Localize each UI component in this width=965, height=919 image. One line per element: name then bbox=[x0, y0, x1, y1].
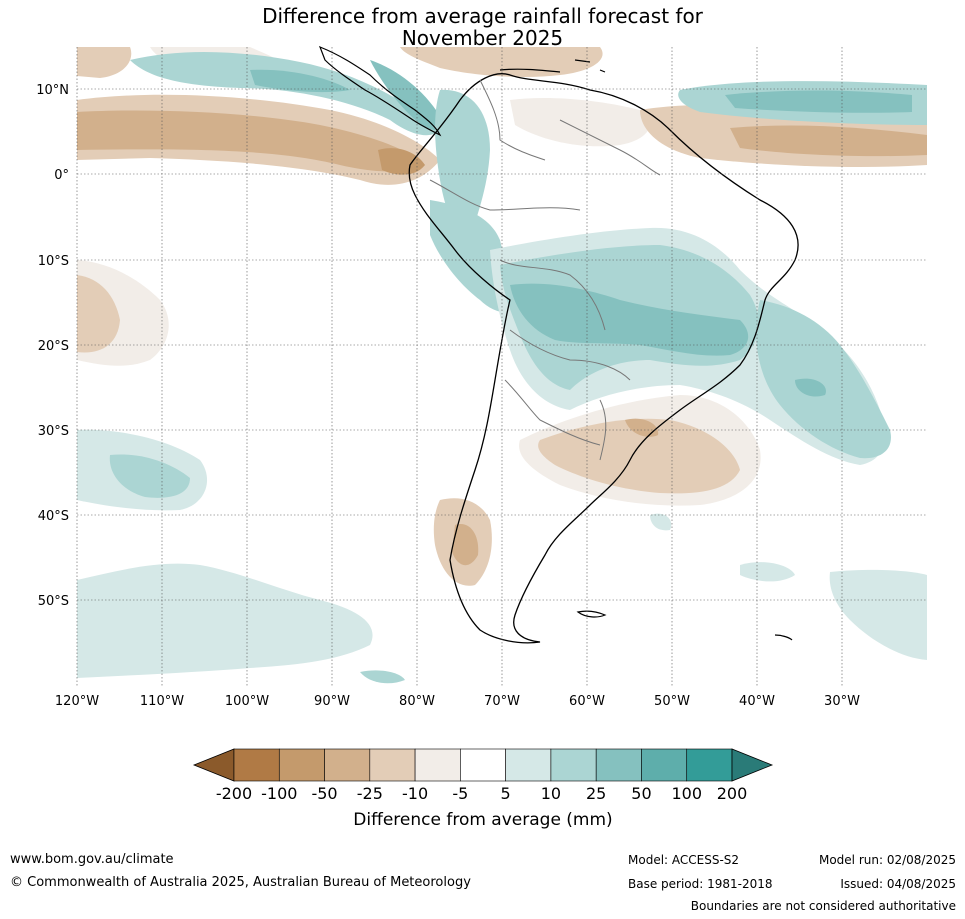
lat-label-40s: 40°S bbox=[38, 509, 69, 524]
lon-label-80w: 80°W bbox=[399, 694, 435, 709]
colorbar-segment bbox=[233, 748, 280, 782]
map-subtitle: November 2025 bbox=[401, 26, 564, 50]
colorbar-tick-label: 100 bbox=[671, 784, 702, 803]
latitude-labels: 10°N 0° 10°S 20°S 30°S 40°S 50°S bbox=[36, 83, 69, 609]
issued-date: Issued: 04/08/2025 bbox=[840, 877, 956, 891]
lon-label-30w: 30°W bbox=[824, 694, 860, 709]
model-run-date: Model run: 02/08/2025 bbox=[818, 853, 956, 867]
colorbar-segment bbox=[324, 748, 371, 782]
wet-andes-north bbox=[435, 89, 490, 240]
wet-band-panama bbox=[370, 60, 445, 131]
wet-south-atlantic-low bbox=[829, 569, 927, 660]
lon-label-60w: 60°W bbox=[569, 694, 605, 709]
dry-band-pacific-north-mid bbox=[77, 110, 425, 172]
lon-label-40w: 40°W bbox=[739, 694, 775, 709]
falkland-islands bbox=[576, 610, 607, 618]
colorbar-tick-label: 50 bbox=[631, 784, 651, 803]
colorbar-tick-label: -25 bbox=[357, 784, 383, 803]
colorbar-segment bbox=[505, 748, 552, 782]
dry-patagonia-core bbox=[452, 524, 479, 566]
dry-southern-brazil-mid bbox=[538, 418, 740, 494]
colorbar-tick-label: -50 bbox=[311, 784, 337, 803]
base-period: Base period: 1981-2018 bbox=[628, 877, 773, 891]
lat-label-20s: 20°S bbox=[38, 339, 69, 354]
wet-patch-mid-atlantic bbox=[650, 513, 672, 531]
longitude-labels: 120°W 110°W 100°W 90°W 80°W 70°W 60°W 50… bbox=[55, 694, 860, 709]
wet-core-atlantic-north bbox=[725, 90, 912, 113]
map-gridlines bbox=[76, 47, 927, 686]
colorbar-axis-label: Difference from average (mm) bbox=[353, 810, 612, 830]
colorbar-tick-label: -10 bbox=[402, 784, 428, 803]
copyright-notice: © Commonwealth of Australia 2025, Austra… bbox=[10, 875, 471, 890]
lat-label-50s: 50°S bbox=[38, 594, 69, 609]
colorbar-segment bbox=[369, 748, 416, 782]
boundaries-disclaimer: Boundaries are not considered authoritat… bbox=[690, 899, 956, 913]
wet-south-atlantic-patch bbox=[740, 562, 795, 582]
lat-label-30s: 30°S bbox=[38, 424, 69, 439]
wet-central-brazil-core bbox=[510, 283, 749, 356]
colorbar-segment bbox=[278, 748, 325, 782]
wet-core-pacific-north bbox=[250, 69, 350, 93]
lon-label-90w: 90°W bbox=[314, 694, 350, 709]
colorbar-segments bbox=[233, 748, 733, 782]
colorbar-tick-label: -5 bbox=[452, 784, 468, 803]
colorbar-arrow-right bbox=[731, 748, 774, 782]
map-title: Difference from average rainfall forecas… bbox=[262, 4, 703, 28]
lat-label-10n: 10°N bbox=[36, 83, 69, 98]
dry-caribbean bbox=[400, 47, 603, 78]
colorbar-segment bbox=[686, 748, 733, 782]
lon-label-120w: 120°W bbox=[55, 694, 99, 709]
dry-atlantic-north-core bbox=[730, 125, 927, 157]
wet-south-atlantic bbox=[756, 300, 891, 459]
dry-band-pacific-top bbox=[77, 47, 132, 78]
central-america-coastline bbox=[318, 45, 442, 137]
dry-southern-brazil-core bbox=[625, 418, 659, 437]
lon-label-100w: 100°W bbox=[225, 694, 269, 709]
colorbar-segment bbox=[460, 748, 506, 782]
model-name: Model: ACCESS-S2 bbox=[628, 853, 740, 867]
colorbar-tick-label: 200 bbox=[717, 784, 748, 803]
caribbean-islands bbox=[499, 59, 606, 73]
colorbar-arrow-left bbox=[192, 748, 235, 782]
colorbar-tick-label: -200 bbox=[216, 784, 252, 803]
dry-venezuela bbox=[510, 98, 651, 147]
colorbar-segment bbox=[595, 748, 642, 782]
lat-label-10s: 10°S bbox=[38, 254, 69, 269]
colorbar-segment bbox=[641, 748, 688, 782]
colorbar-tick-label: 25 bbox=[586, 784, 606, 803]
lat-label-0: 0° bbox=[54, 168, 69, 183]
wet-south-pacific-low-core bbox=[360, 670, 405, 684]
colorbar-segment bbox=[550, 748, 597, 782]
colorbar-tick-label: 10 bbox=[541, 784, 561, 803]
south-georgia-island bbox=[774, 634, 793, 641]
lon-label-110w: 110°W bbox=[140, 694, 184, 709]
rainfall-anomaly-field bbox=[77, 47, 927, 684]
lon-label-50w: 50°W bbox=[654, 694, 690, 709]
wet-south-pacific-mid-core bbox=[109, 454, 190, 498]
dry-southeast-pacific-core bbox=[77, 275, 120, 353]
wet-south-pacific-low bbox=[77, 563, 373, 678]
website-link[interactable]: www.bom.gov.au/climate bbox=[10, 852, 174, 867]
colorbar-tick-label: 5 bbox=[501, 784, 511, 803]
colorbar-tick-label: -100 bbox=[261, 784, 297, 803]
wet-south-atlantic-core bbox=[795, 378, 826, 397]
lon-label-70w: 70°W bbox=[484, 694, 520, 709]
colorbar-tick-labels: -200 -100 -50 -25 -10 -5 5 10 25 50 100 200 bbox=[216, 784, 747, 803]
country-borders bbox=[429, 79, 661, 461]
south-america-coastline bbox=[408, 73, 799, 644]
colorbar: -200 -100 -50 -25 -10 -5 5 10 25 50 100 200 Differe… bbox=[192, 748, 774, 830]
dry-core-colombia-coast bbox=[378, 148, 425, 175]
colorbar-segment bbox=[414, 748, 461, 782]
wet-band-pacific-north bbox=[130, 51, 440, 136]
